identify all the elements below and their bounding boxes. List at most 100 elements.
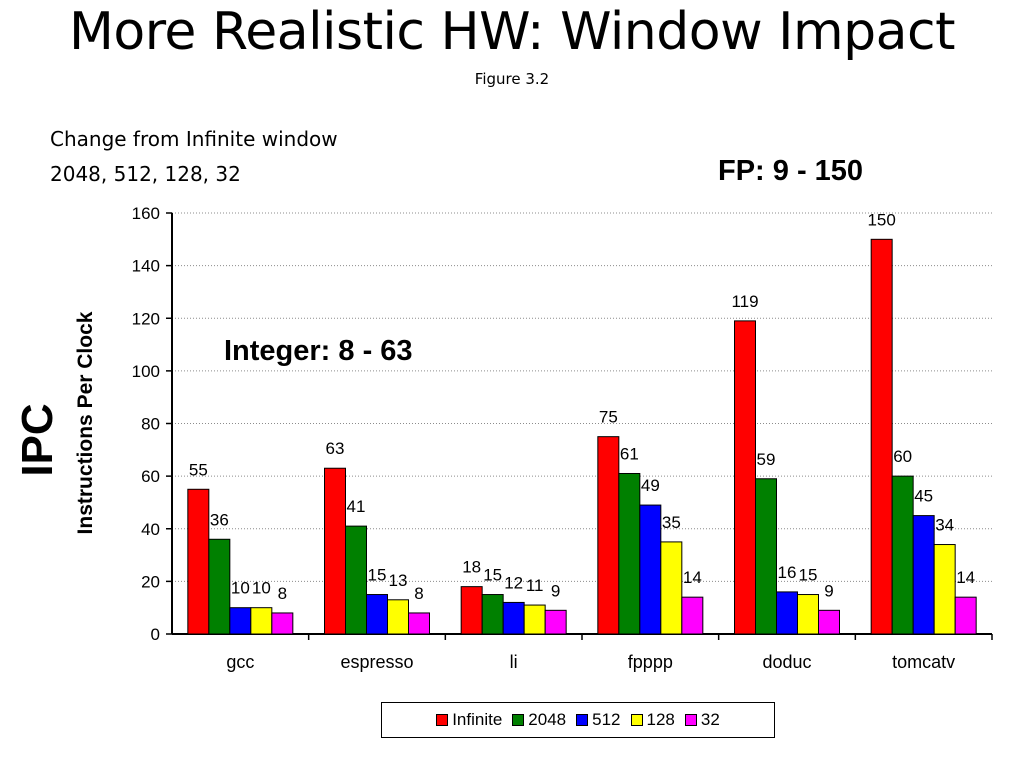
bar: [387, 599, 409, 635]
data-label: 63: [326, 439, 345, 458]
figure-label: Figure 3.2: [474, 70, 550, 88]
data-label: 59: [757, 450, 776, 469]
x-tick-label: tomcatv: [892, 652, 955, 672]
y-tick-label: 40: [141, 520, 160, 539]
slide-title: More Realistic HW: Window Impact: [69, 2, 955, 62]
y-tick-label: 100: [132, 362, 160, 381]
legend-entry: 128: [630, 710, 675, 730]
bar: [250, 607, 273, 635]
data-label: 15: [799, 566, 818, 585]
bar: [639, 504, 662, 635]
bar: [187, 488, 210, 635]
data-label: 8: [414, 584, 423, 603]
legend-swatch: [684, 714, 697, 726]
data-label: 119: [731, 292, 758, 311]
bar: [544, 609, 567, 635]
bar: [345, 525, 367, 635]
data-label: 12: [504, 573, 523, 592]
legend-entry: 512: [576, 710, 621, 730]
bar: [954, 596, 977, 635]
x-tick-label: doduc: [762, 652, 811, 672]
y-axis-label: Instructions Per Clock: [74, 311, 97, 535]
bar: [597, 436, 620, 635]
bar: [891, 475, 914, 635]
bar: [408, 612, 430, 635]
legend-label: 128: [646, 710, 675, 729]
data-label: 36: [210, 510, 229, 529]
data-label: 45: [914, 487, 933, 506]
data-label: 60: [893, 447, 912, 466]
bar: [755, 478, 777, 635]
legend-entry: Infinite: [436, 710, 502, 730]
data-label: 8: [278, 584, 287, 603]
x-tick-label: fpppp: [628, 652, 673, 672]
legend-swatch: [436, 714, 449, 726]
data-label: 9: [824, 581, 833, 600]
bar: [818, 609, 840, 635]
y-tick-label: 120: [132, 309, 160, 328]
x-tick-label: gcc: [226, 652, 254, 672]
bar: [366, 594, 388, 635]
data-label: 14: [956, 568, 975, 587]
legend-label: 32: [700, 710, 720, 729]
legend-swatch: [512, 714, 525, 726]
legend-swatch: [630, 714, 643, 726]
bar: [208, 538, 231, 635]
bar: [933, 544, 956, 635]
data-label: 55: [189, 460, 208, 479]
fp-range-annotation: FP: 9 - 150: [718, 155, 864, 187]
bar: [776, 591, 798, 635]
data-label: 15: [483, 566, 502, 585]
data-label: 10: [231, 579, 250, 598]
data-label: 10: [252, 579, 271, 598]
bar: [660, 541, 683, 635]
x-tick-label: espresso: [340, 652, 413, 672]
data-label: 14: [683, 568, 702, 587]
note-line-1: Change from Infinite window: [50, 127, 338, 151]
bar: [481, 594, 504, 635]
bar: [229, 607, 252, 635]
legend-label: 2048: [528, 710, 567, 729]
legend-swatch: [576, 714, 589, 726]
integer-range-annotation: Integer: 8 - 63: [224, 335, 413, 367]
data-label: 49: [641, 476, 660, 495]
data-label: 16: [778, 563, 797, 582]
bar: [681, 596, 704, 635]
bar: [797, 594, 819, 635]
data-label: 13: [389, 571, 408, 590]
bar: [523, 604, 546, 635]
y-tick-label: 80: [141, 415, 160, 434]
y-tick-label: 160: [132, 204, 160, 223]
data-label: 15: [368, 566, 387, 585]
legend-label: Infinite: [452, 710, 503, 729]
bar: [912, 515, 935, 635]
chart-legend: Infinite 2048 512 128 32: [381, 702, 775, 738]
data-label: 34: [935, 516, 954, 535]
data-label: 75: [599, 408, 618, 427]
bar: [460, 586, 483, 635]
data-label: 35: [662, 513, 681, 532]
x-tick-label: li: [510, 652, 518, 672]
bar: [324, 467, 346, 635]
bar: [870, 238, 893, 635]
y-tick-label: 60: [141, 467, 160, 486]
data-label: 9: [551, 581, 560, 600]
legend-entry: 32: [684, 710, 720, 730]
y-tick-label: 0: [151, 625, 160, 644]
note-line-2: 2048, 512, 128, 32: [50, 162, 241, 186]
bar: [734, 320, 756, 635]
data-label: 18: [462, 558, 481, 577]
y-tick-label: 20: [141, 572, 160, 591]
bar: [271, 612, 294, 635]
legend-entry: 2048: [512, 710, 566, 730]
data-label: 150: [867, 210, 895, 229]
bar: [502, 601, 525, 635]
data-label: 61: [620, 444, 639, 463]
data-label: 11: [526, 576, 544, 595]
legend-label: 512: [592, 710, 621, 729]
y-tick-label: 140: [132, 257, 160, 276]
data-label: 41: [347, 497, 366, 516]
ipc-label: IPC: [13, 403, 62, 477]
bar: [618, 472, 641, 635]
